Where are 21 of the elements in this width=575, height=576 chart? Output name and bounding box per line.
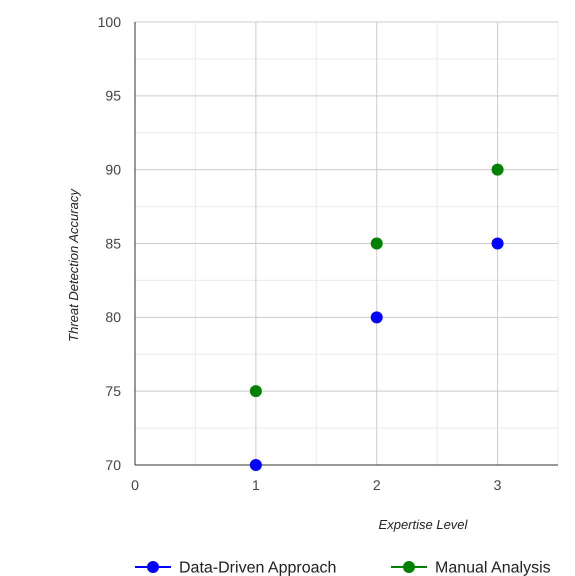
point xyxy=(492,238,504,250)
x-tick-label: 1 xyxy=(252,477,260,493)
y-axis-title: Threat Detection Accuracy xyxy=(66,188,81,342)
legend-label: Manual Analysis xyxy=(435,560,551,576)
point xyxy=(492,164,504,176)
y-tick-label: 80 xyxy=(105,309,122,326)
legend-label: Data-Driven Approach xyxy=(179,560,336,576)
point xyxy=(370,311,383,324)
y-tick-label: 90 xyxy=(105,162,122,178)
point xyxy=(250,385,262,398)
y-tick-label: 100 xyxy=(98,14,122,30)
y-tick-label: 95 xyxy=(105,88,122,104)
x-axis-title: Expertise Level xyxy=(378,517,469,532)
point xyxy=(370,238,383,250)
point xyxy=(250,459,262,471)
x-tick-label: 2 xyxy=(372,477,381,493)
x-tick-label: 0 xyxy=(131,477,140,493)
y-tick-label: 85 xyxy=(105,235,122,252)
y-tick-label: 75 xyxy=(105,383,122,400)
x-tick-label: 3 xyxy=(494,477,502,493)
y-tick-label: 70 xyxy=(105,456,122,473)
